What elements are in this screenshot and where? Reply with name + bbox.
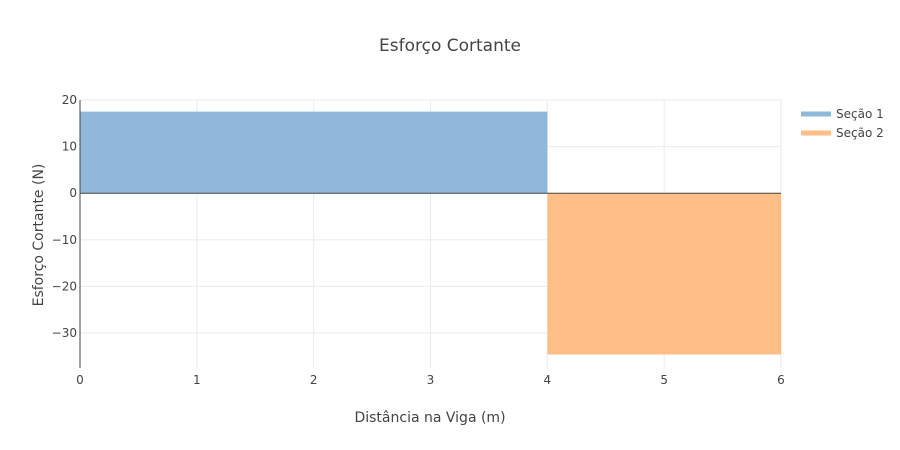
y-tick-label: 0 <box>69 186 77 200</box>
y-tick-label: −30 <box>52 326 77 340</box>
plot-areas <box>80 111 781 355</box>
x-tick-label: 3 <box>427 373 435 387</box>
x-tick-label: 2 <box>310 373 318 387</box>
axes <box>79 100 781 368</box>
y-tick-label: −10 <box>52 233 77 247</box>
x-tick-label: 5 <box>660 373 668 387</box>
x-tick-label: 0 <box>76 373 84 387</box>
series-area-2 <box>547 193 781 355</box>
x-axis-label: Distância na Viga (m) <box>354 410 505 426</box>
x-tick-label: 6 <box>777 373 785 387</box>
x-tick-label: 1 <box>193 373 201 387</box>
tick-labels: 0 1 2 3 4 5 6 20 10 0 −10 −20 −30 <box>52 93 785 387</box>
series-area-1 <box>80 111 548 194</box>
legend: Seção 1 Seção 2 <box>801 107 884 140</box>
y-tick-label: 20 <box>62 93 77 107</box>
y-tick-label: −20 <box>52 279 77 293</box>
legend-label: Seção 2 <box>836 126 884 140</box>
y-tick-label: 10 <box>62 140 77 154</box>
y-axis-label: Esforço Cortante (N) <box>31 164 47 307</box>
x-tick-label: 4 <box>544 373 552 387</box>
chart-title: Esforço Cortante <box>379 36 521 56</box>
legend-label: Seção 1 <box>836 107 884 121</box>
